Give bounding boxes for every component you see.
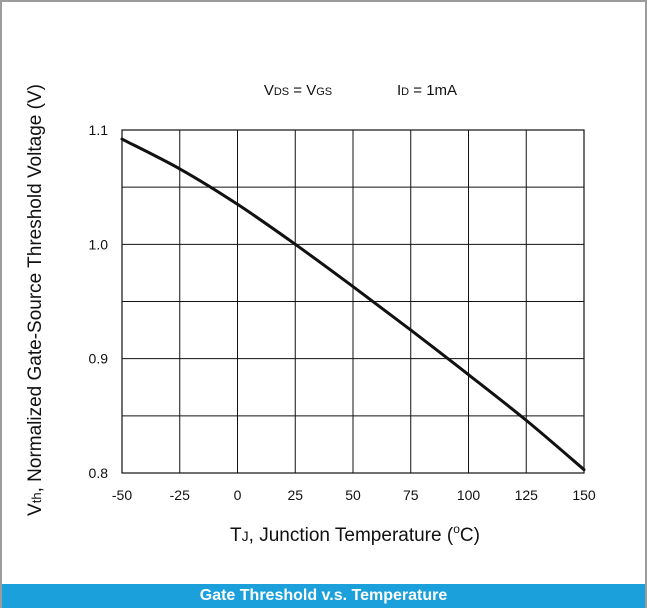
annotation-vds-vgs: VDS = VGS bbox=[264, 82, 332, 99]
x-tick-label: 100 bbox=[457, 487, 481, 503]
x-tick-label: 150 bbox=[572, 487, 596, 503]
grid-lines bbox=[121, 129, 585, 474]
x-axis-label: TJ, Junction Temperature (oC) bbox=[230, 522, 480, 546]
x-tick-label: 25 bbox=[287, 487, 303, 503]
annotation-id: ID = 1mA bbox=[397, 82, 457, 99]
y-tick-label: 0.9 bbox=[89, 351, 109, 367]
threshold-chart: -50 -25 0 25 50 75 100 125 150 0.8 0.9 1.0 1.1 VDS =… bbox=[25, 82, 596, 546]
x-tick-label: -50 bbox=[112, 487, 132, 503]
y-tick-label: 0.8 bbox=[89, 465, 109, 481]
y-tick-label: 1.1 bbox=[89, 122, 109, 138]
x-tick-label: 75 bbox=[403, 487, 419, 503]
chart-caption: Gate Threshold v.s. Temperature bbox=[2, 584, 645, 608]
y-axis-label: Vth, Normalized Gate-Source Threshold Vo… bbox=[25, 84, 46, 516]
y-tick-label: 1.0 bbox=[89, 236, 109, 252]
x-tick-label: 0 bbox=[234, 487, 242, 503]
plot-border bbox=[121, 129, 585, 474]
x-tick-label: -25 bbox=[170, 487, 190, 503]
x-tick-label: 125 bbox=[515, 487, 539, 503]
tick-labels: -50 -25 0 25 50 75 100 125 150 0.8 0.9 1.0 1.1 bbox=[89, 122, 596, 503]
x-tick-label: 50 bbox=[345, 487, 361, 503]
series-line bbox=[120, 137, 586, 472]
